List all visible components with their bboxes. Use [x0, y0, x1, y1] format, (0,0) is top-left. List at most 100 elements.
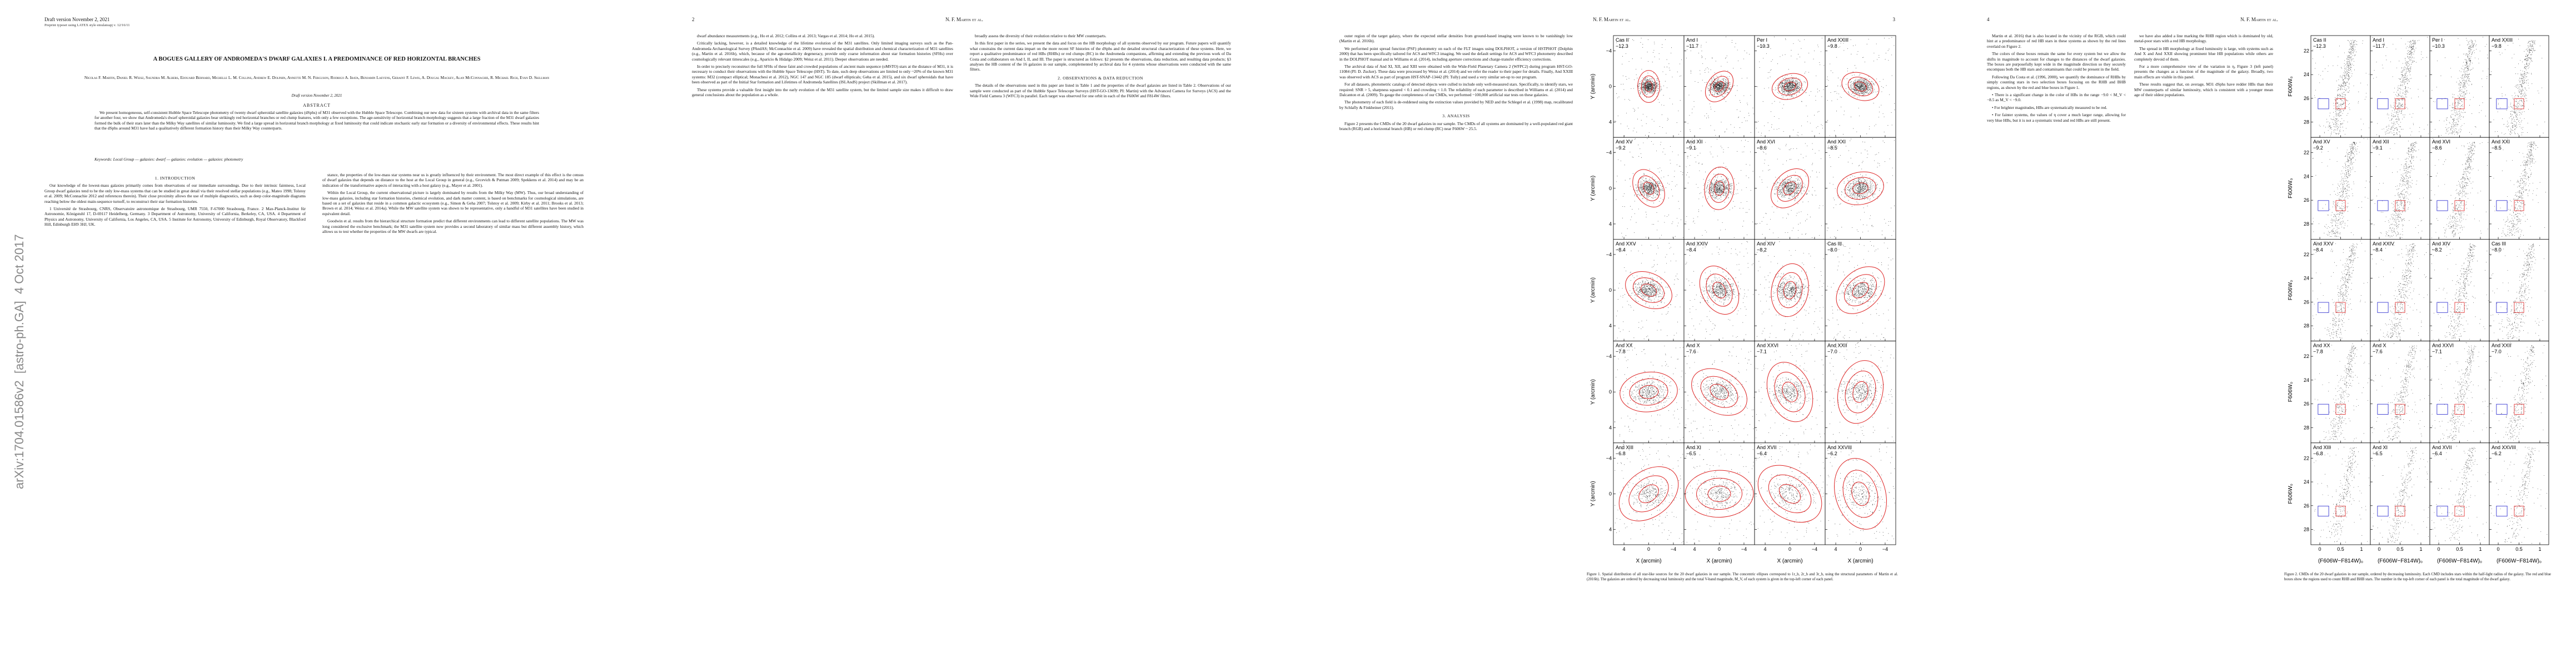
panel-frame	[1613, 442, 1685, 545]
half-light-ellipse	[1771, 168, 1809, 208]
x-tick-label: −4	[1812, 546, 1817, 552]
panel: And XXIV−8.4	[2370, 238, 2430, 341]
panel: Per I−10.3	[2429, 35, 2490, 138]
panel: And XXIII−9.8	[1825, 35, 1896, 138]
half-light-ellipse	[1632, 169, 1665, 207]
star-points	[1827, 37, 1895, 136]
half-light-ellipse	[1633, 277, 1665, 303]
panel: Cas II−12.3	[1613, 35, 1685, 138]
x-tick-label: 4	[1623, 546, 1626, 552]
panel: Cas III−8.0	[2489, 238, 2549, 341]
cmd-points	[2431, 446, 2488, 541]
panel: And XV−9.2	[1613, 137, 1685, 240]
panel-frame	[2429, 341, 2490, 444]
half-light-ellipse	[1704, 166, 1735, 210]
paragraph: Following Da Costa et al. (1996, 2000), …	[1987, 74, 2126, 90]
half-light-ellipse	[1837, 171, 1884, 205]
bhb-box	[2318, 505, 2329, 517]
panel: And XXVI−7.1	[2429, 341, 2490, 444]
panel-frame	[1754, 238, 1826, 341]
cmd-points	[2431, 342, 2488, 441]
paragraph: These systems provide a valuable first i…	[692, 87, 953, 98]
half-light-ellipse	[1637, 70, 1660, 103]
rhb-box	[2335, 404, 2346, 415]
y-tick-label: 28	[2304, 527, 2309, 532]
panel-name: And XX	[2313, 343, 2330, 349]
star-points	[1686, 138, 1753, 238]
y-tick-label: 24	[2304, 377, 2309, 383]
half-light-ellipse	[1783, 281, 1797, 300]
panel: And XXVIII−6.2	[1825, 442, 1896, 545]
y-axis-label: F606W₀	[2288, 382, 2294, 402]
header-left: 2	[692, 17, 695, 22]
cmd-points	[2313, 241, 2368, 340]
text-column: broadly assess the diversity of their ev…	[970, 33, 1231, 650]
panel-frame	[1613, 238, 1685, 341]
half-light-ellipse	[1709, 173, 1730, 203]
panel-name: Cas II	[1616, 37, 1629, 43]
paragraph: The colors of these boxes remain the sam…	[1987, 51, 2126, 72]
y-tick-label: 28	[2304, 120, 2309, 125]
y-tick-label: 4	[1609, 221, 1612, 227]
y-axis-label: Y (arcmin)	[1590, 277, 1596, 303]
panel-magnitude: −9.2	[1616, 145, 1626, 151]
x-tick-label: 1	[2360, 546, 2363, 552]
half-light-ellipse	[1777, 175, 1803, 202]
panel-name: And XV	[1616, 139, 1633, 145]
paragraph: Our knowledge of the lowest-mass galaxie…	[44, 183, 306, 204]
y-axis-label: Y (arcmin)	[1590, 379, 1596, 405]
x-axis-label: (F606W−F814W)₀	[2497, 558, 2542, 564]
page: 2 N. F. Martin et al. dwarf abundance meas…	[647, 0, 1281, 667]
half-light-ellipse	[1852, 381, 1869, 403]
panel: And XV−9.2	[2310, 137, 2371, 240]
panel: And XVII−6.4	[2429, 442, 2490, 545]
panel: Per I−10.3	[1754, 35, 1826, 138]
panel: And XX−7.8	[2310, 341, 2371, 444]
star-points	[1757, 140, 1823, 238]
bhb-box	[2318, 200, 2329, 211]
half-light-ellipse	[1777, 272, 1803, 308]
header-left: 4	[1987, 17, 1990, 22]
paragraph: Martin et al. 2016) that is also located…	[1987, 33, 2126, 49]
panel-name: And XIV	[1757, 241, 1775, 246]
panel-frame	[2429, 238, 2490, 341]
y-tick-label: 22	[2304, 150, 2309, 156]
paragraph: These results suggest that, on average, …	[2134, 82, 2273, 98]
half-light-ellipse	[1852, 182, 1869, 195]
paragraph: stance, the properties of the low-mass s…	[322, 172, 584, 188]
panel-magnitude: −8.0	[1827, 247, 1837, 252]
paragraph: For a more comprehensive view of the var…	[2134, 64, 2273, 79]
panel-name: And XXV	[2313, 241, 2334, 246]
panel-name: And XVII	[1757, 445, 1777, 450]
paragraph: Critically lacking, however, is a detail…	[692, 41, 953, 62]
rhb-box	[2514, 505, 2524, 517]
panel-magnitude: −6.5	[1686, 451, 1696, 456]
y-tick-label: 24	[2304, 173, 2309, 179]
panel-name: And XXVIII	[2492, 445, 2516, 450]
panel: And XXI−8.5	[1825, 137, 1896, 240]
x-tick-label: 0.5	[2515, 546, 2523, 552]
paragraph: We performed point spread function (PSF)…	[1339, 46, 1573, 62]
panel-magnitude: −7.8	[1616, 349, 1626, 355]
panel: And XXV−8.4	[2310, 238, 2371, 341]
section-heading: 1. INTRODUCTION	[155, 176, 196, 181]
y-tick-label: 22	[2304, 455, 2309, 461]
panel-magnitude: −7.8	[2313, 349, 2323, 355]
half-light-ellipse	[1700, 376, 1738, 408]
x-tick-label: 1	[2479, 546, 2482, 552]
panel-magnitude: −6.2	[1827, 451, 1837, 456]
x-axis-label: (F606W−F814W)₀	[2318, 558, 2363, 564]
panel-magnitude: −9.1	[1686, 145, 1696, 151]
header-left: Draft version November 2, 2021	[44, 17, 110, 22]
x-tick-label: 1	[2538, 546, 2541, 552]
half-light-ellipse	[1706, 273, 1733, 307]
y-tick-label: 26	[2304, 96, 2309, 101]
half-light-ellipse	[1852, 282, 1869, 298]
bhb-box	[2437, 98, 2448, 109]
panel: And I−11.7	[1683, 35, 1755, 138]
panel-frame	[1825, 442, 1896, 545]
section-heading: 3. ANALYSIS	[1442, 113, 1470, 119]
half-light-ellipse	[1757, 465, 1822, 523]
half-light-ellipse	[1628, 475, 1669, 512]
